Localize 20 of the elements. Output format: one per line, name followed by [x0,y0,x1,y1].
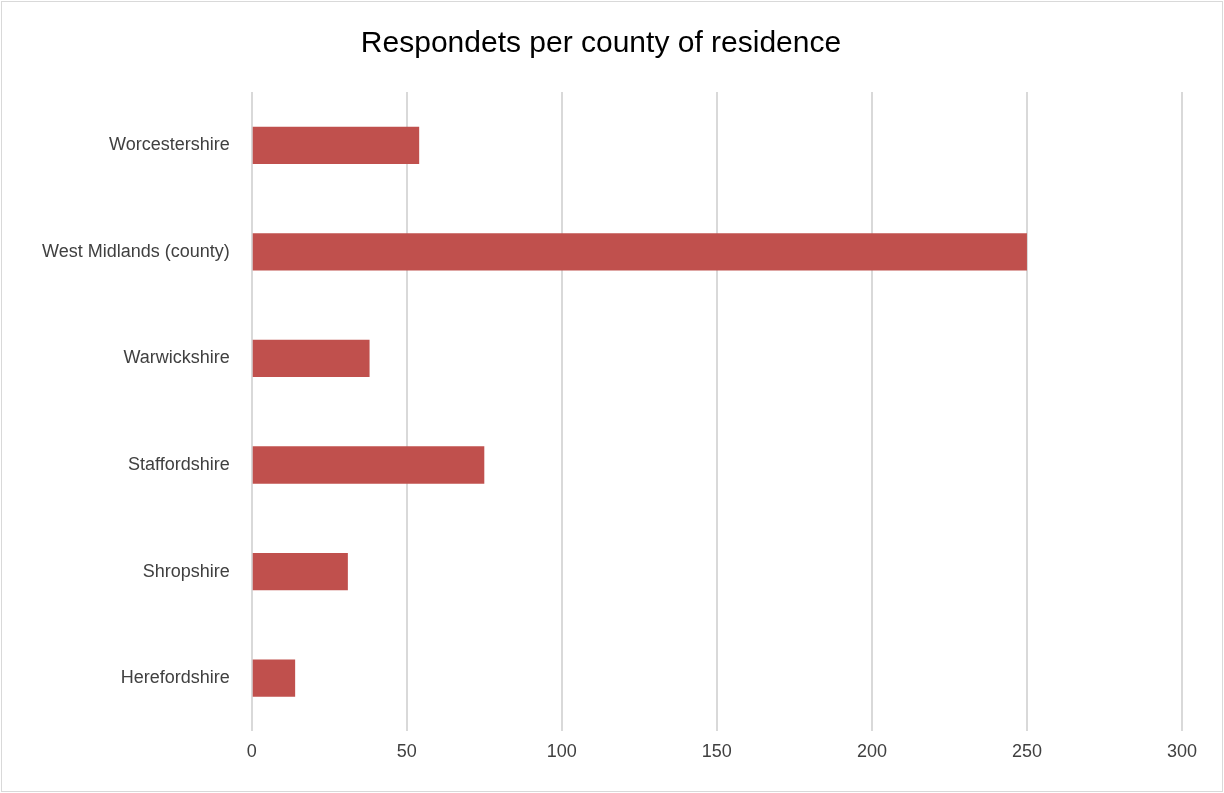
bar [252,446,485,484]
bar [252,659,296,697]
bar [252,552,348,591]
y-tick-label: West Midlands (county) [42,240,230,261]
x-tick-label: 250 [1011,741,1042,762]
x-tick-label: 200 [856,741,887,762]
y-tick-label: Shropshire [142,560,230,581]
x-tick-label: 150 [701,741,732,762]
y-tick-label: Herefordshire [120,667,230,688]
chart-title: Respondets per county of residence [360,25,842,59]
bar [252,233,1027,271]
bar [252,126,420,164]
bar [252,339,370,378]
x-tick-label: 100 [546,741,577,762]
y-tick-label: Warwickshire [123,347,230,368]
x-tick-label: 0 [246,741,257,762]
y-tick-label: Worcestershire [109,134,230,155]
y-tick-label: Staffordshire [128,453,230,474]
x-tick-label: 50 [396,741,417,762]
x-tick-label: 300 [1166,741,1198,762]
